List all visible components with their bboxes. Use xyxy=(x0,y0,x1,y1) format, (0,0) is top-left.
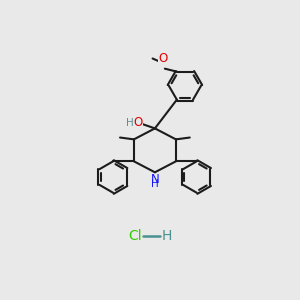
Text: O: O xyxy=(158,52,168,65)
Text: H: H xyxy=(126,118,134,128)
Text: N: N xyxy=(151,173,159,186)
Text: Cl: Cl xyxy=(128,229,142,243)
Text: H: H xyxy=(151,179,159,189)
Text: O: O xyxy=(133,116,142,129)
Text: H: H xyxy=(161,229,172,243)
